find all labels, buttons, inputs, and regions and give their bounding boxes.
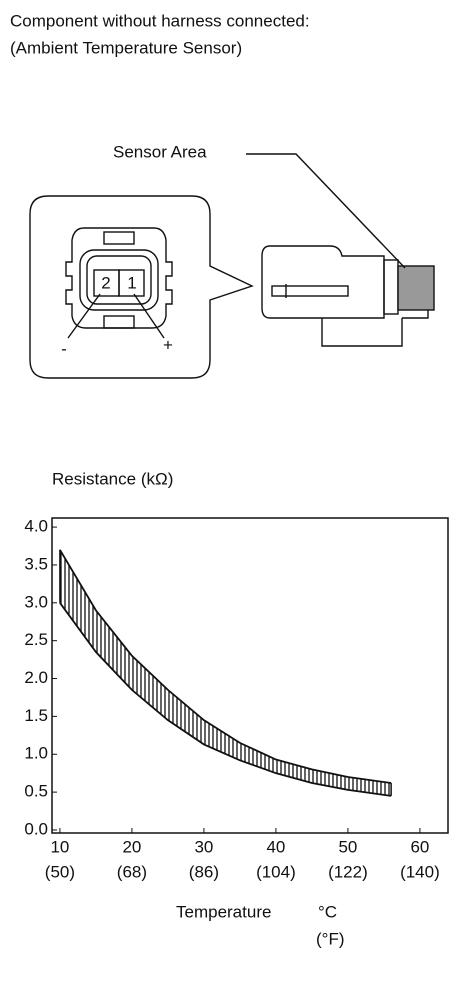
sensor-drawing [246, 153, 435, 347]
x-tick-label: 40 [266, 837, 285, 856]
y-tick-label: 3.5 [24, 554, 48, 573]
y-tick-label: 2.0 [24, 668, 48, 687]
y-tick-label: 1.0 [24, 744, 48, 763]
plot: 0.0 0.5 1.0 1.5 2.0 2.5 3.0 3.5 4.0 10 (50) 20 (68) 3… [24, 517, 439, 882]
plus-label: + [163, 335, 173, 354]
x-tick-sublabel: (50) [45, 862, 75, 881]
x-unit-f: (°F) [316, 929, 345, 948]
band-fill [59, 549, 392, 796]
y-tick-label: 1.5 [24, 706, 48, 725]
pin-label: 2 [101, 273, 110, 292]
x-tick-sublabel: (104) [256, 862, 296, 881]
y-tick-label: 2.5 [24, 630, 48, 649]
x-tick-sublabel: (122) [328, 862, 368, 881]
series-line [59, 549, 392, 784]
x-tick-label: 10 [50, 837, 69, 856]
y-tick-label: 0.5 [24, 782, 48, 801]
series-line [59, 602, 392, 797]
x-unit-c: °C [318, 902, 337, 921]
y-tick-label: 4.0 [24, 517, 48, 536]
minus-label: - [61, 339, 67, 358]
y-axis-label: Resistance (kΩ) [52, 469, 173, 488]
sensor-area-label: Sensor Area [113, 142, 207, 161]
x-tick-label: 20 [122, 837, 141, 856]
pin-label: 1 [127, 273, 136, 292]
x-tick-sublabel: (68) [117, 862, 147, 881]
x-tick-label: 50 [338, 837, 357, 856]
x-tick-label: 30 [194, 837, 213, 856]
x-axis-label: Temperature [176, 902, 271, 921]
x-tick-sublabel: (86) [189, 862, 219, 881]
x-tick-label: 60 [410, 837, 429, 856]
y-tick-label: 3.0 [24, 592, 48, 611]
y-tick-label: 0.0 [24, 819, 48, 838]
x-tick-sublabel: (140) [400, 862, 440, 881]
header-line1: Component without harness connected: [10, 11, 310, 30]
header-line2: (Ambient Temperature Sensor) [10, 38, 242, 57]
connector-callout [29, 195, 254, 379]
